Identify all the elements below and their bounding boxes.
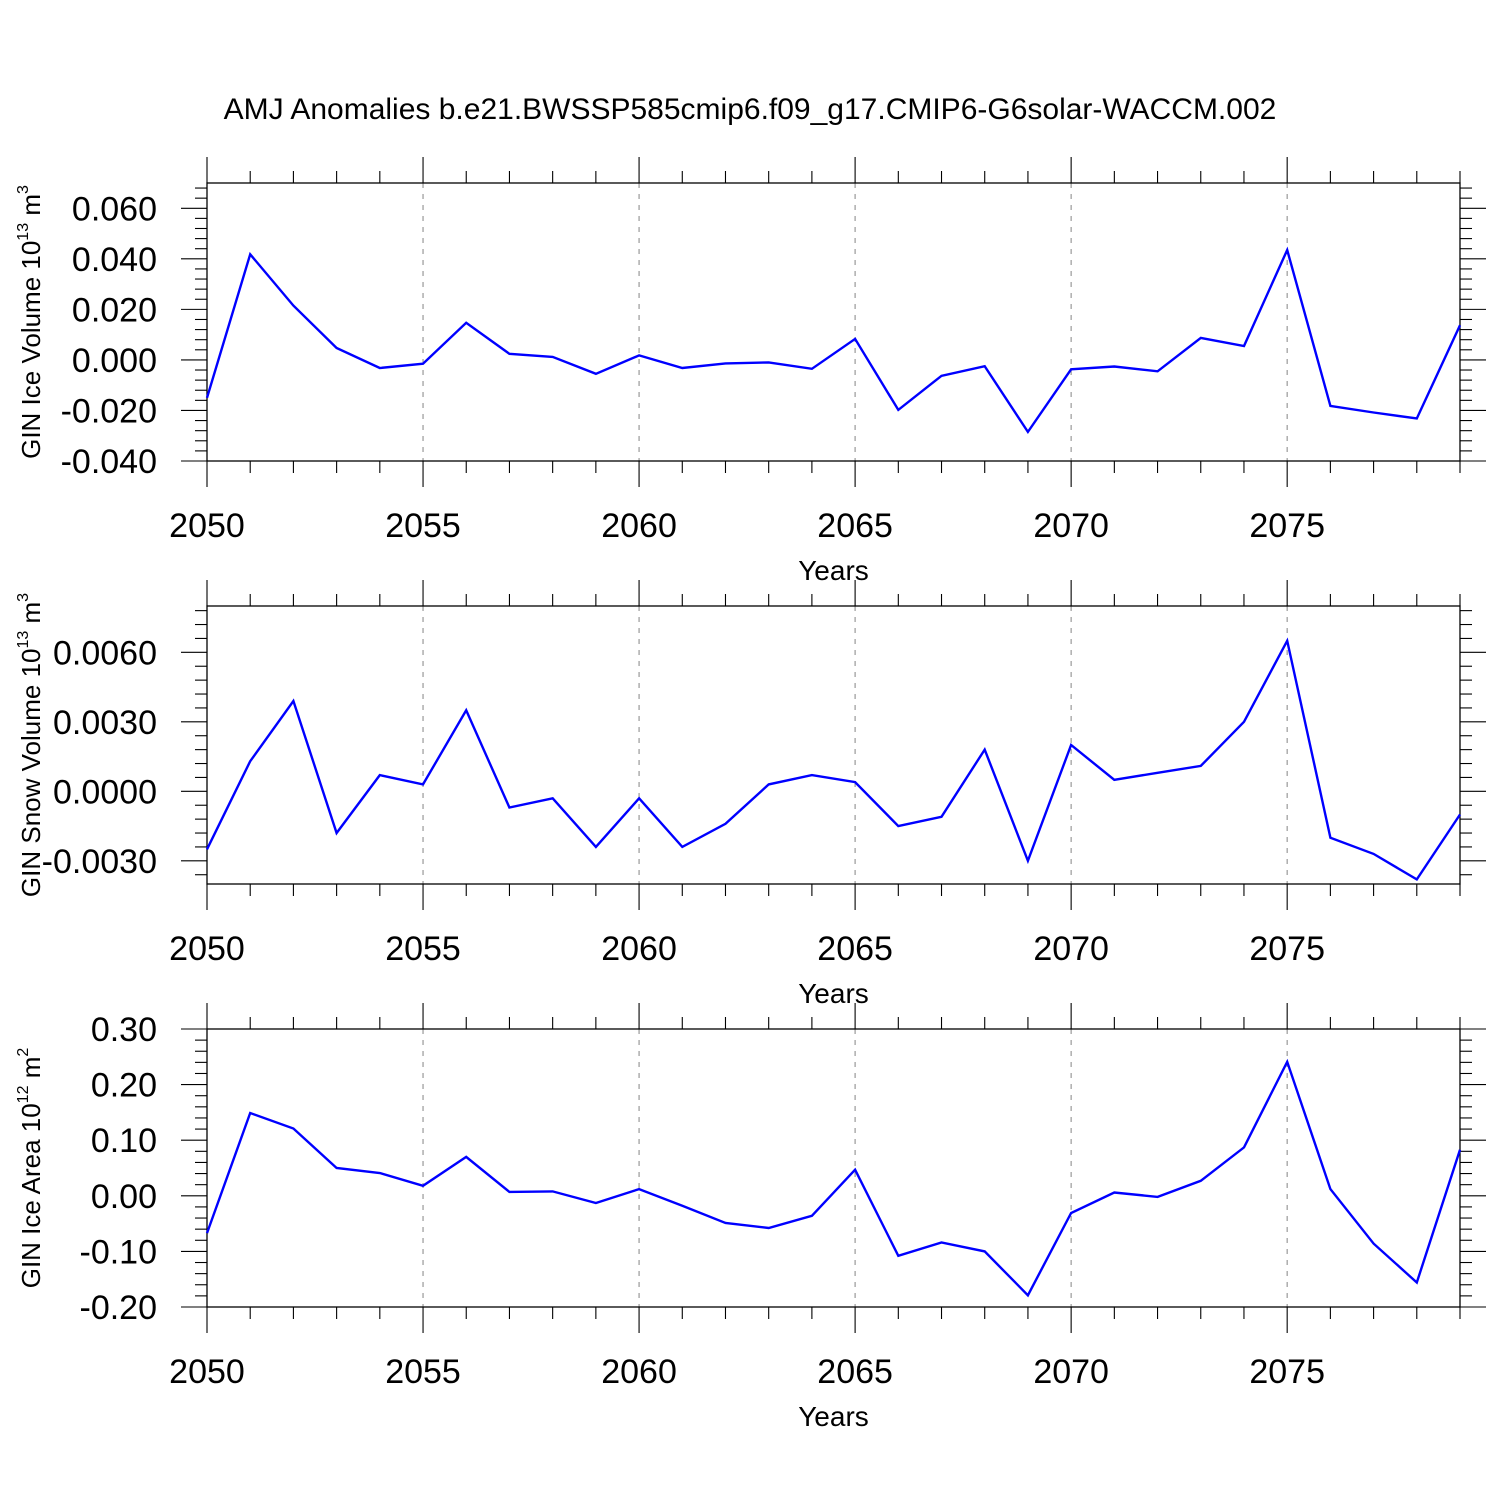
y-tick-label: 0.10 [91, 1122, 157, 1160]
y-tick-label: 0.060 [72, 190, 157, 228]
x-axis-label: Years [798, 1401, 869, 1432]
figure-title: AMJ Anomalies b.e21.BWSSP585cmip6.f09_g1… [224, 93, 1277, 126]
y-tick-label: 0.0060 [53, 634, 157, 672]
x-tick-label: 2065 [817, 507, 893, 545]
y-tick-label: -0.020 [61, 392, 157, 430]
x-tick-label: 2055 [385, 507, 461, 545]
panel-2: -0.0030 0.0000 0.0030 0.0060 2050 2055 2060 206… [15, 580, 1486, 1009]
x-axis-label: Years [798, 978, 869, 1009]
y-axis-label: GIN Ice Volume 1013 m3 [15, 185, 46, 459]
y-axis-label: GIN Ice Area 1012 m2 [15, 1048, 46, 1289]
x-tick-label: 2050 [169, 930, 245, 968]
y-tick-label: -0.10 [80, 1233, 158, 1271]
axis-frame [206, 605, 1461, 885]
x-tick-label: 2055 [385, 930, 461, 968]
x-tick-label: 2070 [1033, 1353, 1109, 1391]
x-tick-label: 2060 [601, 507, 677, 545]
x-tick-label: 2065 [817, 1353, 893, 1391]
x-axis-label: Years [798, 555, 869, 586]
y-tick-label: -0.0030 [42, 843, 157, 881]
series-line [205, 637, 1461, 882]
axis-frame [206, 182, 1461, 462]
x-tick-label: 2060 [601, 930, 677, 968]
series-line [205, 246, 1462, 435]
y-tick-label: 0.0030 [53, 704, 157, 742]
y-tick-label: -0.040 [61, 443, 157, 481]
y-tick-label: 0.040 [72, 241, 157, 279]
y-tick-label: 0.30 [91, 1011, 157, 1049]
y-tick-label: -0.20 [80, 1289, 158, 1327]
x-tick-label: 2065 [817, 930, 893, 968]
y-tick-label: 0.20 [91, 1067, 157, 1105]
x-tick-label: 2050 [169, 507, 245, 545]
y-axis-label: GIN Snow Volume 1013 m3 [15, 593, 46, 897]
x-tick-label: 2070 [1033, 507, 1109, 545]
panel-1: -0.040 -0.020 0.000 0.020 0.040 0.060 2050 2055… [15, 157, 1486, 586]
x-tick-label: 2075 [1249, 930, 1325, 968]
axis-frame [206, 1028, 1461, 1308]
y-tick-label: 0.020 [72, 291, 157, 329]
x-tick-label: 2070 [1033, 930, 1109, 968]
x-tick-label: 2055 [385, 1353, 461, 1391]
y-tick-label: 0.00 [91, 1178, 157, 1216]
x-tick-label: 2050 [169, 1353, 245, 1391]
y-tick-label: 0.0000 [53, 773, 157, 811]
x-tick-label: 2075 [1249, 507, 1325, 545]
panel-3: -0.20 -0.10 0.00 0.10 0.20 0.30 2050 2055 2060 20… [15, 1003, 1486, 1432]
x-tick-label: 2060 [601, 1353, 677, 1391]
x-tick-label: 2075 [1249, 1353, 1325, 1391]
series-line [205, 1058, 1462, 1298]
y-tick-label: 0.000 [72, 342, 157, 380]
